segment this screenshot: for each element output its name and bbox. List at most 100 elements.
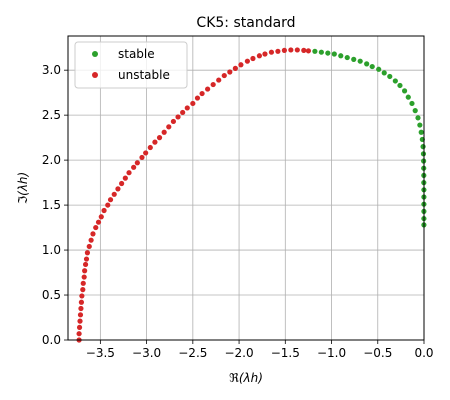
stable-point xyxy=(417,122,423,128)
unstable-point xyxy=(244,58,250,64)
unstable-point xyxy=(84,250,91,256)
legend: stable unstable xyxy=(74,41,188,89)
unstable-point xyxy=(180,109,186,116)
stable-point xyxy=(364,61,370,67)
unstable-point xyxy=(82,268,88,274)
unstable-point xyxy=(166,124,172,130)
stable-point xyxy=(357,58,363,64)
stable-point xyxy=(401,88,408,94)
x-tick-label: −1.0 xyxy=(317,346,346,360)
stable-point xyxy=(420,151,427,157)
stable-point xyxy=(387,73,393,80)
stable-point xyxy=(338,53,344,59)
stable-point xyxy=(381,70,387,76)
unstable-point xyxy=(161,129,167,135)
unstable-point xyxy=(281,47,287,53)
legend-label-unstable: unstable xyxy=(118,68,170,82)
unstable-point xyxy=(262,51,268,57)
x-tick-label: −2.0 xyxy=(224,346,253,360)
stable-point xyxy=(420,144,426,150)
stable-point xyxy=(409,100,415,107)
unstable-point xyxy=(268,49,275,55)
stable-point xyxy=(312,48,318,54)
unstable-point xyxy=(98,214,104,220)
unstable-point xyxy=(90,231,96,237)
unstable-point xyxy=(139,154,145,161)
stable-point xyxy=(415,115,421,121)
unstable-point xyxy=(82,261,89,268)
y-tick-label: 2.0 xyxy=(42,153,61,167)
legend-marker-stable xyxy=(92,51,98,57)
unstable-point xyxy=(122,175,128,181)
stable-point xyxy=(405,94,411,100)
unstable-point xyxy=(134,160,140,166)
y-tick-label: 0.5 xyxy=(42,288,61,302)
unstable-point xyxy=(288,47,294,53)
y-tick-label: 1.0 xyxy=(42,243,61,257)
unstable-point xyxy=(205,86,211,92)
unstable-point xyxy=(152,139,158,145)
x-axis-label: ℜ(λh) xyxy=(229,371,263,385)
unstable-point xyxy=(190,100,196,107)
unstable-point xyxy=(210,81,216,88)
stable-point xyxy=(369,63,375,70)
stable-point xyxy=(392,78,398,84)
y-tick-label: 1.5 xyxy=(42,198,61,212)
stable-point xyxy=(325,50,331,56)
unstable-point xyxy=(81,274,87,280)
y-tick-label: 3.0 xyxy=(42,63,61,77)
unstable-point xyxy=(175,114,181,120)
x-tick-label: −2.5 xyxy=(178,346,207,360)
unstable-point xyxy=(80,287,86,293)
series-layer xyxy=(76,47,427,343)
unstable-point xyxy=(78,305,84,312)
unstable-point xyxy=(305,48,312,54)
stable-point xyxy=(344,54,350,61)
unstable-point xyxy=(156,135,163,141)
unstable-point xyxy=(275,48,281,54)
y-tick-label: 0.0 xyxy=(42,333,61,347)
unstable-point xyxy=(143,150,149,156)
unstable-point xyxy=(131,164,137,170)
unstable-point xyxy=(119,180,125,187)
unstable-point xyxy=(115,186,121,192)
unstable-point xyxy=(107,197,114,203)
x-tick-label: −3.5 xyxy=(86,346,115,360)
chart-title: CK5: standard xyxy=(196,15,295,31)
unstable-point xyxy=(184,105,190,111)
unstable-point xyxy=(170,118,177,125)
unstable-point xyxy=(194,95,201,101)
stable-point xyxy=(418,129,424,135)
legend-marker-unstable xyxy=(92,72,98,78)
unstable-point xyxy=(105,202,111,208)
unstable-point xyxy=(83,256,90,262)
unstable-point xyxy=(78,299,85,305)
unstable-point xyxy=(216,77,222,83)
x-tick-label: −0.5 xyxy=(363,346,392,360)
stable-point xyxy=(397,82,403,89)
stable-point xyxy=(318,49,324,55)
stable-point xyxy=(376,66,382,72)
legend-label-stable: stable xyxy=(118,47,155,61)
x-tick-label: −1.5 xyxy=(271,346,300,360)
unstable-point xyxy=(79,293,85,299)
unstable-point xyxy=(294,47,300,53)
unstable-point xyxy=(232,65,238,71)
unstable-point xyxy=(126,170,132,176)
unstable-point xyxy=(256,53,263,59)
unstable-point xyxy=(147,144,153,151)
x-tick-label: −3.0 xyxy=(132,346,161,360)
unstable-point xyxy=(80,280,86,286)
unstable-point xyxy=(95,219,102,225)
legend-box xyxy=(74,41,188,89)
unstable-point xyxy=(221,72,227,79)
ticks: −3.5 −3.0 −2.5 −2.0 −1.5 −1.0 −0.5 0.0 0.0 0.5 1.0… xyxy=(42,63,434,360)
unstable-point xyxy=(86,243,92,250)
unstable-point xyxy=(76,324,83,331)
unstable-point xyxy=(238,62,244,68)
unstable-point xyxy=(250,55,256,62)
unstable-point xyxy=(301,47,307,53)
stable-point xyxy=(351,56,357,62)
y-axis-label: ℑ(λh) xyxy=(16,172,30,204)
